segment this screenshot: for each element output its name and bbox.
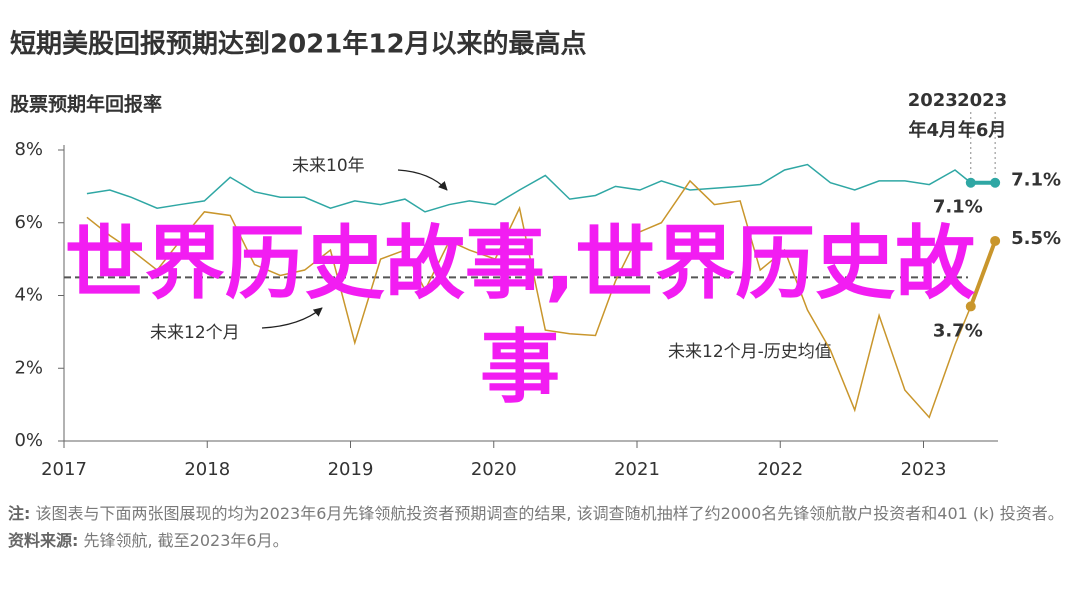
point: [965, 301, 976, 312]
note: 注: 该图表与下面两张图展现的均为2023年6月先锋领航投资者预期调查的结果, …: [8, 500, 1073, 527]
value-label: 7.1%: [933, 197, 983, 218]
x-tick-label: 2019: [328, 459, 374, 480]
highlight-segment: [968, 240, 998, 308]
x-tick-label: 2018: [184, 459, 230, 480]
note-label: 注:: [8, 504, 31, 523]
point: [965, 177, 976, 188]
highlight-label: 2023: [957, 90, 1007, 111]
y-tick-label: 2%: [14, 357, 43, 378]
arrow: [261, 307, 323, 329]
highlight-label: 年4月: [909, 119, 958, 141]
chart-subtitle: 股票预期年回报率: [10, 93, 162, 116]
highlight-label: 年6月: [958, 119, 1007, 141]
note-text: 该图表与下面两张图展现的均为2023年6月先锋领航投资者预期调查的结果, 该调查…: [35, 504, 1064, 523]
y-tick-label: 8%: [14, 139, 43, 160]
arrow: [397, 169, 448, 191]
watermark: 世界历史故事,世界历史故事: [64, 217, 976, 414]
value-label: 3.7%: [933, 320, 983, 341]
x-tick-label: 2023: [901, 459, 947, 480]
highlight-label: 2023: [908, 90, 958, 111]
point: [990, 235, 1001, 246]
source-text: 先锋领航, 截至2023年6月。: [83, 531, 289, 550]
series-line: [86, 163, 972, 213]
y-tick-label: 0%: [14, 430, 43, 451]
x-tick-label: 2022: [757, 459, 803, 480]
y-tick-label: 6%: [14, 212, 43, 233]
point: [990, 177, 1001, 188]
reference-label: 未来12个月-历史均值: [668, 342, 832, 362]
value-label: 5.5%: [1011, 228, 1061, 249]
series-label: 未来10年: [292, 156, 365, 176]
source: 资料来源: 先锋领航, 截至2023年6月。: [8, 527, 1073, 554]
source-label: 资料来源:: [8, 531, 79, 550]
value-label: 7.1%: [1011, 170, 1061, 191]
series-label: 未来12个月: [150, 323, 240, 343]
x-tick-label: 2021: [614, 459, 660, 480]
y-tick-label: 4%: [14, 285, 43, 306]
series-line: [86, 179, 972, 419]
x-tick-label: 2017: [41, 459, 87, 480]
x-tick-label: 2020: [471, 459, 517, 480]
notes: 注: 该图表与下面两张图展现的均为2023年6月先锋领航投资者预期调查的结果, …: [8, 500, 1073, 554]
chart-title: 短期美股回报预期达到2021年12月以来的最高点: [10, 29, 587, 60]
